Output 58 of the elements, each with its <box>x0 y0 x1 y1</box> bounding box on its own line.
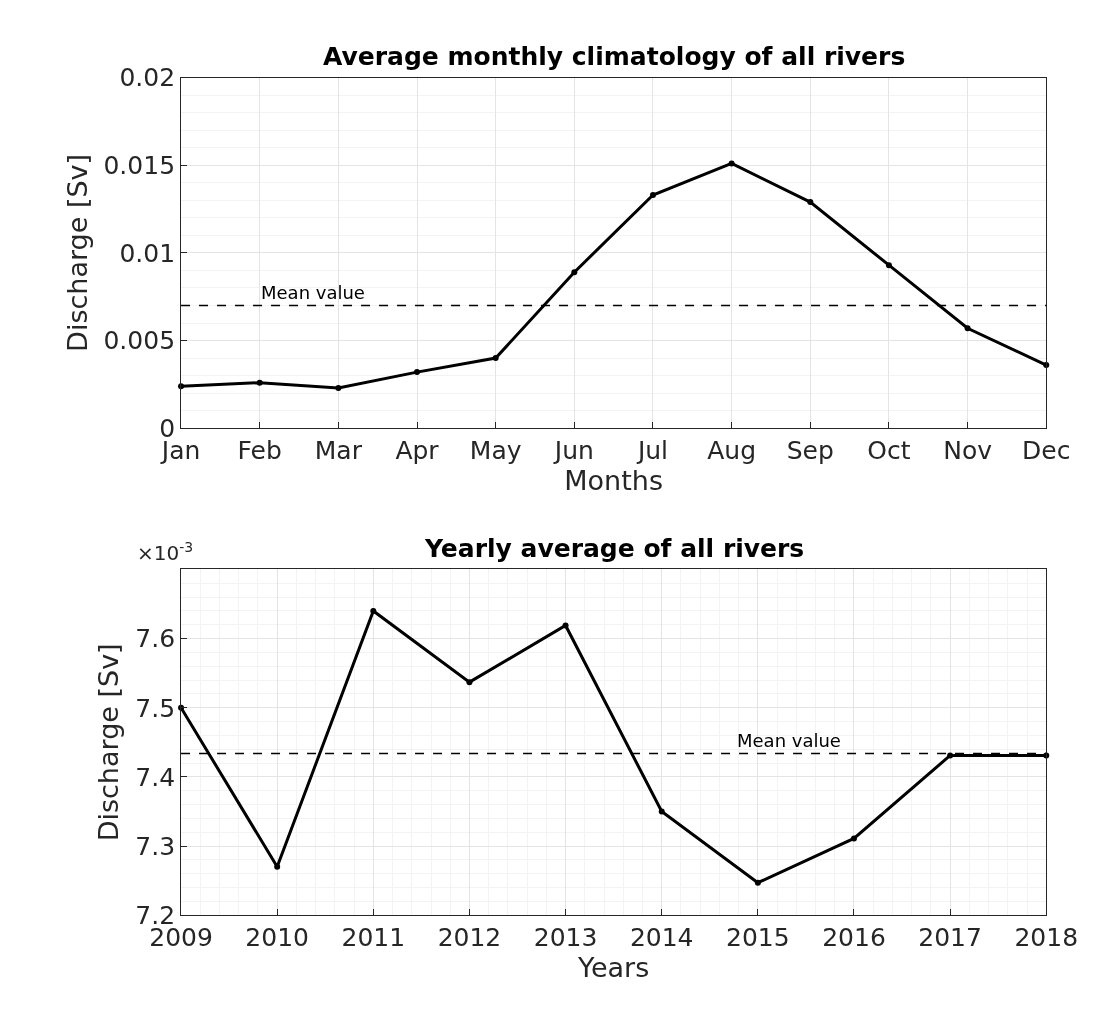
point <box>649 192 656 199</box>
y-tick-label: 7.4 <box>135 762 176 792</box>
x-tick-label: Apr <box>395 436 440 466</box>
x-tick-label: 2012 <box>437 923 502 953</box>
ref-line-label: Mean value <box>737 730 841 751</box>
x-tick-label: Jun <box>552 436 594 466</box>
point <box>414 369 421 376</box>
point <box>947 752 954 759</box>
point <box>492 355 499 362</box>
x-tick-label: Feb <box>237 436 282 466</box>
point <box>850 835 857 842</box>
x-tick-label: 2017 <box>918 923 982 953</box>
point <box>964 325 971 332</box>
chart-title: Yearly average of all rivers <box>424 534 805 563</box>
point <box>178 383 185 390</box>
point <box>562 622 569 629</box>
ref-line-label: Mean value <box>261 282 365 303</box>
x-tick-label: Jul <box>635 436 669 466</box>
x-tick-label: 2015 <box>726 923 790 953</box>
x-tick-label: Jan <box>159 436 201 466</box>
y-tick-label: 0.015 <box>103 150 176 180</box>
x-tick-label: 2016 <box>822 923 886 953</box>
text: ×10$^{-3}$ <box>137 539 194 566</box>
point <box>256 379 263 386</box>
point <box>658 808 665 815</box>
x-tick-label: Oct <box>867 436 911 466</box>
y-tick-label: 7.5 <box>135 693 176 723</box>
y-tick-label: 7.6 <box>135 624 176 654</box>
y-axis-title: Discharge [Sv] <box>93 643 125 842</box>
x-tick-label: Sep <box>786 436 834 466</box>
x-axis-title: Years <box>577 952 650 984</box>
x-tick-label: Nov <box>943 436 993 466</box>
y-tick-label: 0.01 <box>119 238 176 268</box>
point <box>728 160 735 167</box>
y-axis-title: Discharge [Sv] <box>61 153 93 352</box>
chart-title: Average monthly climatology of all rivers <box>323 42 906 71</box>
point <box>466 679 473 686</box>
point <box>885 262 892 269</box>
point <box>370 607 377 614</box>
x-tick-label: May <box>469 436 522 466</box>
x-tick-label: 2010 <box>245 923 309 953</box>
y-tick-label: 7.3 <box>135 831 176 861</box>
x-tick-label: Dec <box>1022 436 1071 466</box>
x-tick-label: 2011 <box>341 923 406 953</box>
x-axis-title: Months <box>564 465 663 497</box>
point <box>571 269 578 276</box>
x-tick-label: 2013 <box>533 923 598 953</box>
x-tick-label: 2018 <box>1014 923 1079 953</box>
y-tick-label: 0.005 <box>103 326 176 356</box>
point <box>807 199 814 206</box>
x-tick-label: Aug <box>707 436 757 466</box>
x-tick-label: 2009 <box>149 923 213 953</box>
point <box>274 863 281 870</box>
point <box>335 384 342 391</box>
point <box>754 879 761 886</box>
y-tick-label: 0.02 <box>119 63 176 93</box>
x-tick-label: Mar <box>314 436 363 466</box>
x-tick-label: 2014 <box>629 923 694 953</box>
